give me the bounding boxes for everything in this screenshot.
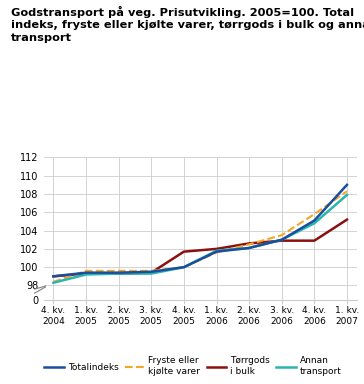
- Legend: Totalindeks, Fryste eller
kjølte varer, Tørrgods
i bulk, Annan
transport: Totalindeks, Fryste eller kjølte varer, …: [41, 353, 345, 379]
- Text: Godstransport på veg. Prisutvikling. 2005=100. Total
indeks, fryste eller kjølte: Godstransport på veg. Prisutvikling. 200…: [11, 6, 364, 43]
